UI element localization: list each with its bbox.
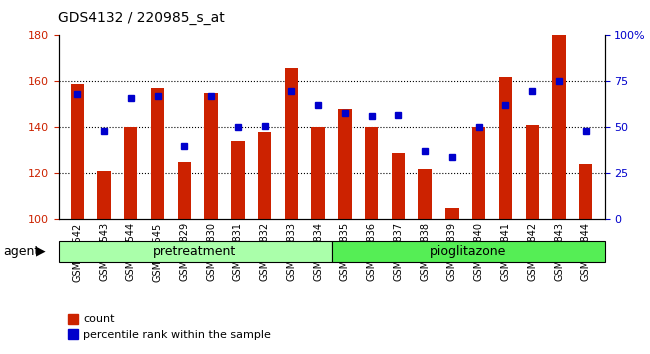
Bar xyxy=(552,35,566,354)
Legend: count, percentile rank within the sample: count, percentile rank within the sample xyxy=(64,310,275,344)
Bar xyxy=(258,132,271,354)
FancyBboxPatch shape xyxy=(58,241,332,262)
Text: agent: agent xyxy=(3,245,40,258)
Text: ▶: ▶ xyxy=(36,245,46,258)
Bar xyxy=(526,125,539,354)
Bar xyxy=(204,93,218,354)
Bar xyxy=(445,208,459,354)
Text: pioglitazone: pioglitazone xyxy=(430,245,506,258)
FancyBboxPatch shape xyxy=(332,241,604,262)
Bar xyxy=(124,127,137,354)
Bar xyxy=(177,162,191,354)
Bar xyxy=(285,68,298,354)
Bar xyxy=(365,127,378,354)
Bar xyxy=(392,153,405,354)
Bar xyxy=(151,88,164,354)
Bar xyxy=(338,109,352,354)
Text: GDS4132 / 220985_s_at: GDS4132 / 220985_s_at xyxy=(58,11,226,25)
Bar xyxy=(231,141,244,354)
Bar xyxy=(419,169,432,354)
Text: pretreatment: pretreatment xyxy=(153,245,237,258)
Bar xyxy=(472,127,486,354)
Bar xyxy=(499,77,512,354)
Bar xyxy=(579,164,592,354)
Bar xyxy=(311,127,325,354)
Bar xyxy=(98,171,111,354)
Bar xyxy=(71,84,84,354)
